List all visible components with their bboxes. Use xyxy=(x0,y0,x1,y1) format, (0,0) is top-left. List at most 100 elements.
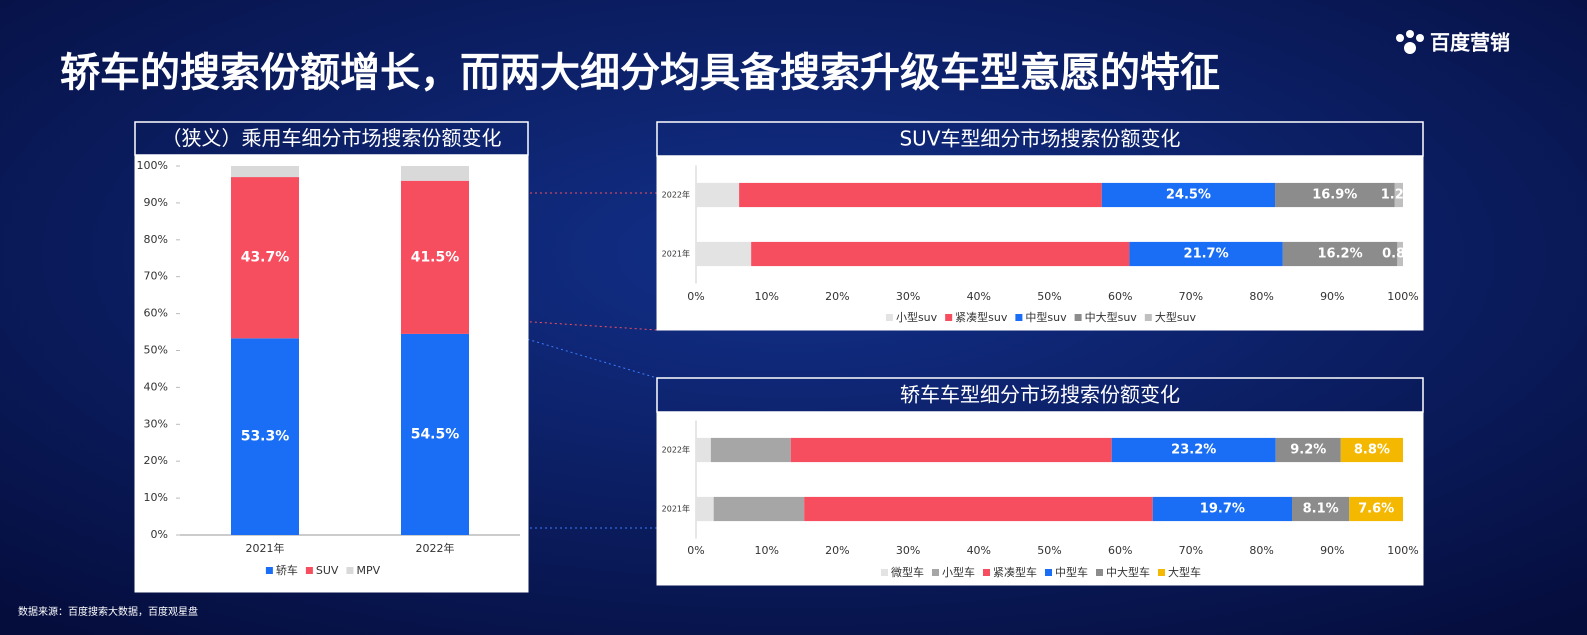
x-tick-label: 50% xyxy=(1037,544,1061,557)
bar-segment xyxy=(1275,437,1341,463)
legend-item: 紧凑型suv xyxy=(945,310,1008,324)
bar-segment xyxy=(696,241,752,267)
value-label: 21.7% xyxy=(1184,247,1229,262)
legend-label: 紧凑型suv xyxy=(955,310,1008,324)
value-label: 0.8% xyxy=(1382,247,1418,262)
x-tick-label: 20% xyxy=(825,290,849,303)
legend-swatch xyxy=(1096,569,1103,576)
legend-label: 微型车 xyxy=(891,565,924,579)
logo-text: 百度营销 xyxy=(1430,31,1510,55)
x-tick-label: 70% xyxy=(1179,290,1203,303)
legend-item: 小型suv xyxy=(885,310,938,324)
legend-label: 轿车 xyxy=(276,563,298,577)
panel-title-box xyxy=(656,121,1424,157)
bar-segment xyxy=(713,496,805,522)
bar-segment xyxy=(804,496,1153,522)
source-note: 数据来源：百度搜索大数据，百度观星盘 xyxy=(18,605,198,618)
legend-item: 中大型suv xyxy=(1074,310,1137,324)
y-tick-label: 20% xyxy=(144,454,168,467)
value-label: 24.5% xyxy=(1166,188,1211,203)
x-tick-label: 0% xyxy=(687,544,704,557)
legend-label: 小型车 xyxy=(942,565,975,579)
value-label: 23.2% xyxy=(1171,443,1216,458)
legend-item: MPV xyxy=(346,564,381,577)
bar-segment xyxy=(401,166,469,181)
bar-segment xyxy=(751,241,1130,267)
x-tick-label: 90% xyxy=(1320,290,1344,303)
bar-segment xyxy=(231,166,299,178)
y-tick-label: 90% xyxy=(144,196,168,209)
x-tick-label: 40% xyxy=(967,544,991,557)
panel-title-box xyxy=(134,121,529,156)
x-tick-label: 80% xyxy=(1249,544,1273,557)
y-tick-label: 50% xyxy=(144,344,168,357)
bar-segment xyxy=(696,182,740,208)
legend: 微型车 小型车 紧凑型车 中型车 中大型车 大型车 xyxy=(881,565,1201,579)
legend-label: 中型suv xyxy=(1025,310,1067,324)
legend-label: MPV xyxy=(356,564,380,577)
legend-swatch xyxy=(1074,314,1082,321)
logo: 百度营销 xyxy=(1396,30,1510,55)
value-label: 8.1% xyxy=(1303,502,1339,517)
chart-title: （狭义）乘用车细分市场搜索份额变化 xyxy=(162,126,502,150)
legend-item: 中型车 xyxy=(1045,565,1088,579)
x-tick-label: 80% xyxy=(1249,290,1273,303)
value-label: 9.2% xyxy=(1290,443,1326,458)
legend-label: 小型suv xyxy=(896,310,938,324)
bar-segment xyxy=(1397,241,1403,267)
bar-segment xyxy=(696,437,711,463)
legend-item: 大型车 xyxy=(1158,565,1201,579)
x-tick-label: 30% xyxy=(896,290,920,303)
legend-item: SUV xyxy=(305,564,339,577)
bar-segment xyxy=(1152,496,1293,522)
legend-item: 中大型车 xyxy=(1096,565,1150,579)
y-tick-label: 60% xyxy=(144,307,168,320)
x-tick-label: 50% xyxy=(1037,290,1061,303)
x-tick-label: 60% xyxy=(1108,290,1132,303)
legend-swatch xyxy=(1045,569,1052,576)
bar-segment xyxy=(1282,241,1398,267)
legend-item: 紧凑型车 xyxy=(983,565,1037,579)
legend-item: 大型suv xyxy=(1144,310,1197,324)
legend: 轿车 SUV MPV xyxy=(265,563,381,577)
bar-segment xyxy=(1340,437,1403,463)
legend-label: 大型车 xyxy=(1168,565,1201,579)
legend-swatch xyxy=(983,569,990,576)
legend-swatch xyxy=(932,569,939,576)
legend: 小型suv 紧凑型suv 中型suv 中大型suv 大型suv xyxy=(885,310,1197,324)
x-tick-label: 100% xyxy=(1387,544,1418,557)
value-label: 43.7% xyxy=(241,250,290,266)
legend-swatch xyxy=(885,314,893,321)
x-tick-label: 10% xyxy=(754,544,778,557)
legend-label: 紧凑型车 xyxy=(993,565,1037,579)
legend-swatch xyxy=(346,567,354,574)
bar-segment xyxy=(739,182,1102,208)
value-label: 54.5% xyxy=(411,426,460,442)
x-tick-label: 2022年 xyxy=(416,541,455,555)
x-tick-label: 40% xyxy=(967,290,991,303)
x-tick-label: 100% xyxy=(1387,290,1418,303)
value-label: 7.6% xyxy=(1358,502,1394,517)
x-tick-label: 2021年 xyxy=(246,541,285,555)
legend-swatch xyxy=(1144,314,1152,321)
legend-label: 中型车 xyxy=(1055,565,1088,579)
bar-segment xyxy=(401,333,469,535)
legend-item: 小型车 xyxy=(932,565,975,579)
x-tick-label: 10% xyxy=(754,290,778,303)
legend-item: 中型suv xyxy=(1015,310,1067,324)
y-tick-label: 70% xyxy=(144,270,168,283)
bar-segment xyxy=(231,338,299,535)
bar-segment xyxy=(1101,182,1276,208)
bar-segment xyxy=(790,437,1112,463)
value-label: 8.8% xyxy=(1354,443,1390,458)
bar-segment xyxy=(401,180,469,334)
legend-item: 轿车 xyxy=(265,563,298,577)
legend-swatch xyxy=(1015,314,1023,321)
y-tick-label: 10% xyxy=(144,491,168,504)
x-tick-label: 30% xyxy=(896,544,920,557)
y-tick-label: 0% xyxy=(151,528,168,541)
value-label: 1.2% xyxy=(1381,188,1417,203)
legend-label: SUV xyxy=(316,564,339,577)
y-tick-label: 2021年 xyxy=(662,504,690,514)
